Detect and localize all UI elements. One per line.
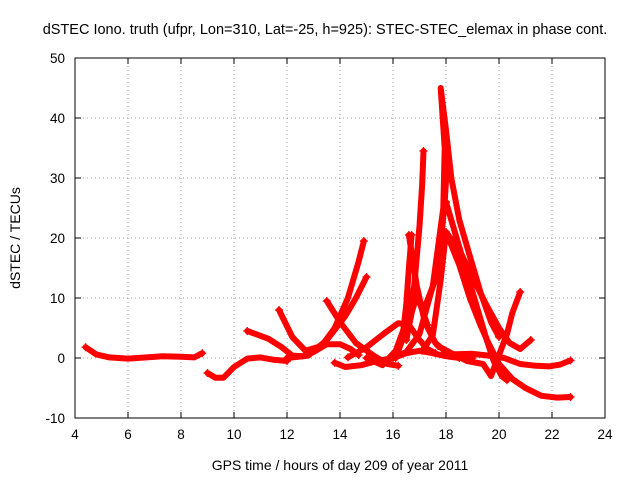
series-line [448,350,574,370]
plus-marker [394,361,403,370]
data-series [283,273,371,362]
data-series [275,237,368,354]
series-line [284,274,370,361]
chart-title: dSTEC Iono. truth (ufpr, Lon=310, Lat=-2… [43,22,608,38]
x-tick-label: 22 [544,427,559,442]
x-tick-label: 12 [279,427,294,442]
y-axis-label: dSTEC / TECUs [7,187,23,289]
series-line [421,157,451,310]
plus-marker [495,333,503,341]
data-series [442,198,511,385]
plus-marker [442,198,450,206]
y-tick-label: 20 [50,231,65,246]
plus-marker [419,147,428,155]
x-tick-label: 6 [124,427,132,442]
y-tick-labels: -10 0 10 20 30 40 50 [45,51,65,426]
x-tick-label: 20 [491,427,506,442]
plus-marker [442,228,450,236]
plus-marker [343,353,352,362]
plus-marker [243,327,252,335]
grid [75,58,605,418]
plus-marker [198,349,207,358]
data-series [81,343,207,362]
plus-marker [434,342,443,350]
x-tick-label: 14 [332,427,348,442]
plus-marker [526,336,535,344]
plus-marker [362,273,371,281]
plus-marker [402,336,411,344]
data-series [362,147,428,369]
series-group [81,85,575,401]
plus-marker [362,354,371,362]
plus-marker [283,354,291,362]
plus-marker [81,343,90,352]
y-tick-label: 0 [57,351,65,366]
plus-marker [322,297,331,305]
y-tick-label: 40 [50,111,65,126]
plus-marker [566,393,575,401]
y-tick-label: -10 [45,411,65,426]
plus-marker [516,288,525,296]
series-line [403,292,431,343]
x-tick-label: 16 [385,427,400,442]
plus-marker [330,358,339,367]
series-line [419,229,534,354]
plus-marker [418,346,427,355]
x-axis-label: GPS time / hours of day 209 of year 2011 [212,457,469,473]
y-tick-label: 50 [50,51,65,66]
plus-marker [359,237,368,245]
plus-marker [389,354,397,362]
x-tick-label: 8 [177,427,185,442]
x-tick-label: 18 [438,427,453,442]
data-series [203,354,291,381]
series-line [204,354,290,381]
series-line [363,148,427,369]
data-series [442,228,575,401]
x-tick-label: 10 [226,427,241,442]
plus-marker [443,156,452,164]
plus-marker [502,376,511,385]
data-series [402,292,432,344]
plus-marker [404,231,413,239]
plus-marker [566,356,575,365]
plus-marker [275,306,284,314]
y-tick-label: 30 [50,171,65,186]
axis-ticks [74,57,606,419]
y-tick-label: 10 [50,291,65,306]
plus-marker [423,321,432,329]
plus-marker [431,349,440,358]
series-line [82,344,206,362]
series-line [443,199,510,384]
x-tick-labels: 4 6 8 10 12 14 16 18 20 22 24 [71,427,613,442]
plus-marker [203,369,212,377]
data-series [418,229,535,355]
series-line [443,229,574,401]
x-tick-label: 4 [71,427,79,442]
plus-marker [447,350,456,359]
data-series [447,350,575,370]
x-tick-label: 24 [597,427,613,442]
